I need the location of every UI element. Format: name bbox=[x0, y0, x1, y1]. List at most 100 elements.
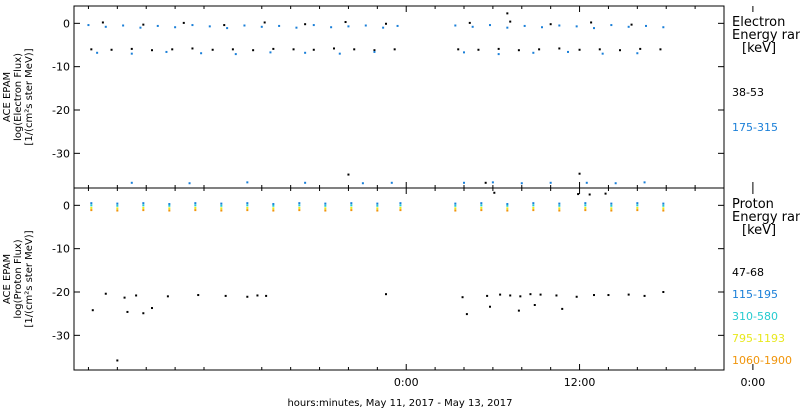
data-point bbox=[604, 192, 607, 195]
data-point bbox=[166, 295, 169, 298]
data-point bbox=[234, 53, 237, 56]
data-point bbox=[194, 209, 197, 212]
data-point bbox=[662, 204, 665, 207]
legend-entry-795-1193: 795-1193 bbox=[732, 332, 785, 345]
data-point bbox=[555, 294, 558, 297]
y-axis-title: [1/(cm²s ster MeV)] bbox=[24, 230, 35, 327]
y-axis-title: log(Electron Flux) bbox=[13, 53, 24, 141]
data-point bbox=[246, 209, 249, 212]
data-point bbox=[489, 305, 491, 308]
data-point bbox=[142, 204, 145, 207]
data-point bbox=[506, 207, 509, 210]
legend-title: Proton bbox=[732, 197, 774, 212]
data-point bbox=[263, 21, 266, 24]
data-point bbox=[532, 204, 535, 207]
data-point bbox=[627, 293, 630, 296]
data-point bbox=[353, 48, 356, 51]
data-point bbox=[252, 49, 255, 52]
data-point bbox=[246, 202, 249, 205]
data-point bbox=[480, 202, 483, 205]
data-point bbox=[584, 209, 587, 212]
data-point bbox=[324, 202, 327, 205]
y-tick-label: 0 bbox=[63, 199, 70, 212]
data-point bbox=[373, 50, 376, 53]
data-point bbox=[298, 206, 301, 209]
data-point bbox=[188, 182, 191, 185]
y-axis-title: ACE EPAM bbox=[2, 254, 13, 304]
legend-title: Energy ran bbox=[732, 210, 800, 225]
data-point bbox=[517, 309, 520, 312]
data-point bbox=[541, 26, 543, 29]
data-point bbox=[272, 204, 275, 207]
data-point bbox=[610, 204, 613, 207]
data-point bbox=[272, 207, 275, 210]
data-point bbox=[324, 204, 327, 207]
data-point bbox=[220, 207, 223, 210]
data-point bbox=[538, 48, 541, 51]
data-point bbox=[461, 296, 464, 299]
x-tick-label: 12:00 bbox=[564, 376, 596, 389]
panel-electron: 0 -10 -20 -30 ACE EPAM log(Electron Flux) [1/(… bbox=[2, 5, 800, 189]
data-point bbox=[636, 209, 639, 212]
legend-title: [keV] bbox=[742, 41, 776, 56]
data-point bbox=[142, 209, 145, 212]
data-point bbox=[194, 206, 197, 209]
data-point bbox=[376, 202, 379, 205]
x-axis-title: hours:minutes, May 11, 2017 - May 13, 20… bbox=[287, 398, 512, 409]
data-point bbox=[350, 206, 353, 209]
data-point bbox=[662, 291, 665, 293]
data-point bbox=[454, 24, 457, 27]
data-point bbox=[497, 47, 500, 50]
data-point bbox=[390, 181, 393, 184]
data-point bbox=[399, 204, 402, 207]
data-point bbox=[558, 207, 561, 210]
data-point bbox=[480, 204, 483, 207]
data-point bbox=[90, 206, 93, 209]
data-point bbox=[584, 206, 587, 209]
legend-title: Energy ran bbox=[732, 28, 800, 43]
data-point bbox=[636, 202, 639, 205]
data-point bbox=[627, 25, 630, 28]
legend-entry-38-53: 38-53 bbox=[732, 86, 764, 99]
data-point bbox=[558, 204, 561, 207]
data-point bbox=[529, 293, 532, 296]
data-point bbox=[610, 209, 613, 212]
data-point bbox=[324, 209, 327, 212]
data-point bbox=[292, 48, 295, 51]
data-point bbox=[465, 313, 468, 316]
data-point bbox=[399, 202, 402, 205]
data-point bbox=[104, 292, 107, 295]
data-point bbox=[523, 24, 526, 27]
data-point bbox=[312, 24, 315, 27]
data-point bbox=[659, 48, 662, 51]
data-point bbox=[246, 204, 249, 207]
data-point bbox=[168, 204, 171, 207]
y-tick-label: -20 bbox=[52, 104, 70, 117]
data-point bbox=[517, 49, 520, 52]
data-point bbox=[194, 204, 197, 207]
data-point bbox=[142, 312, 145, 315]
data-point bbox=[298, 204, 301, 207]
data-point bbox=[493, 191, 496, 194]
series-38-53 bbox=[90, 12, 662, 184]
data-point bbox=[567, 50, 569, 53]
data-point bbox=[90, 48, 93, 51]
data-point bbox=[226, 27, 229, 30]
data-point bbox=[174, 26, 177, 29]
data-point bbox=[272, 47, 275, 50]
data-point bbox=[610, 207, 613, 210]
data-point bbox=[532, 209, 535, 212]
series-115-195 bbox=[90, 202, 665, 206]
data-point bbox=[347, 25, 350, 28]
data-point bbox=[454, 207, 457, 210]
data-point bbox=[87, 24, 90, 27]
data-point bbox=[519, 295, 522, 298]
data-point bbox=[272, 203, 275, 206]
data-point bbox=[532, 202, 535, 205]
legend-title: [keV] bbox=[742, 223, 776, 238]
data-point bbox=[610, 24, 613, 27]
data-point bbox=[350, 204, 353, 207]
data-point bbox=[260, 25, 263, 28]
data-point bbox=[304, 51, 307, 54]
data-point bbox=[324, 207, 327, 210]
